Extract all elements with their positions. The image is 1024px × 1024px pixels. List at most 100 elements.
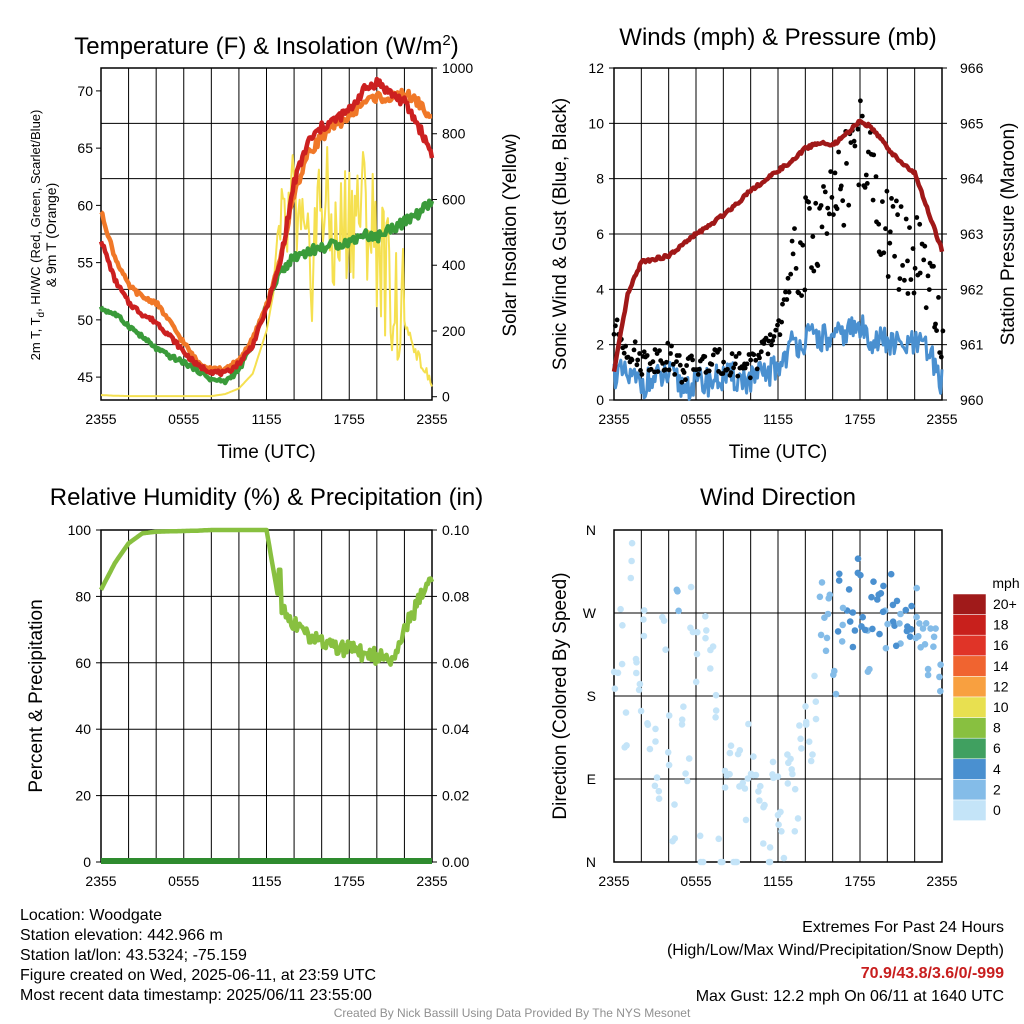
gust-point [923,305,929,311]
direction-point [655,787,663,795]
panel-1-frame [98,67,435,401]
gust-point [911,290,917,296]
gust-point [926,287,932,292]
gust-point [681,370,687,375]
panel-3-frame [99,527,435,864]
legend-swatch [952,676,987,698]
direction-point [732,858,739,866]
direction-point [678,716,686,723]
direction-point [832,690,840,698]
y-tick-label: 10 [588,115,604,131]
direction-point [869,625,876,633]
direction-point [622,709,630,716]
direction-point [861,626,869,634]
gust-point [751,352,757,358]
y2-tick-label: 961 [960,337,984,353]
direction-point [664,749,672,756]
direction-point [903,627,911,635]
direction-point [774,773,782,780]
gust-point [639,372,645,377]
latlon-text: Station lat/lon: 43.5324; -75.159 [20,947,247,964]
direction-point [742,816,750,824]
direction-point [769,758,777,766]
gust-point [665,340,671,346]
gust-point [733,354,739,359]
y-tick-label: 0 [83,854,91,870]
y-tick-label: 8 [596,171,604,187]
y-tick-label: 60 [75,655,91,671]
x-tick-label: 2355 [926,411,957,427]
rh-line [99,527,435,667]
direction-point [694,628,701,636]
gust-point [892,253,897,259]
direction-point [915,633,922,640]
gust-point [754,366,760,372]
x-tick-label: 0555 [680,873,711,889]
y2-tick-label: 962 [960,281,984,297]
gust-point [664,359,669,365]
direction-point [671,835,679,842]
gust-point [790,251,796,257]
y2-tick-label: 0.02 [442,788,469,804]
gust-point [822,189,828,195]
gust-point [648,366,654,372]
gust-point [936,295,941,300]
direction-point [921,641,929,648]
direction-point [778,828,785,835]
gust-point [917,221,923,227]
direction-point [680,703,687,710]
y2-tick-label: 963 [960,226,984,242]
direction-point [817,631,825,639]
x-tick-label: 2355 [598,411,629,427]
direction-point [902,606,910,614]
panel-3-title: Relative Humidity (%) & Precipitation (i… [50,484,483,511]
gust-point [611,331,617,337]
direction-point [834,628,842,635]
panel-1-title: Temperature (F) & Insolation (W/m2) [74,32,458,60]
gust-point [753,357,759,363]
gust-point [695,372,701,377]
gust-point [803,195,808,201]
gust-point [841,222,847,228]
direction-point [812,715,820,723]
gust-point [896,287,902,292]
gust-point [683,377,688,383]
gust-point [758,349,764,355]
direction-point [809,751,816,758]
gust-point [792,226,797,232]
gust-point [894,198,899,204]
direction-point [812,698,820,705]
gust-point [709,362,715,367]
legend-swatch [952,634,987,657]
direction-point [836,570,843,578]
legend-label: 6 [993,740,1001,756]
direction-point [916,620,923,627]
direction-point [744,775,752,782]
gust-point [614,317,620,323]
direction-point [835,577,843,584]
direction-point [745,720,752,728]
gust-point [775,322,780,328]
gust-point [902,277,907,283]
x-tick-label: 2355 [85,411,116,427]
y-tick-label: 20 [75,788,91,804]
gust-point [670,361,676,367]
y2-tick-label: 965 [960,115,984,131]
gust-point [832,170,838,176]
x-tick-label: 0555 [168,411,199,427]
direction-point [692,678,700,686]
gust-point [829,195,835,200]
gust-point [883,226,888,232]
speed-legend [952,593,987,821]
direction-point [655,795,663,802]
direction-point [775,821,782,828]
gust-point [838,183,844,189]
direction-point [721,784,729,791]
direction-point [851,627,859,634]
direction-point [818,579,826,586]
legend-label: 10 [993,699,1009,715]
direction-point [646,745,654,753]
gust-point [917,270,923,276]
